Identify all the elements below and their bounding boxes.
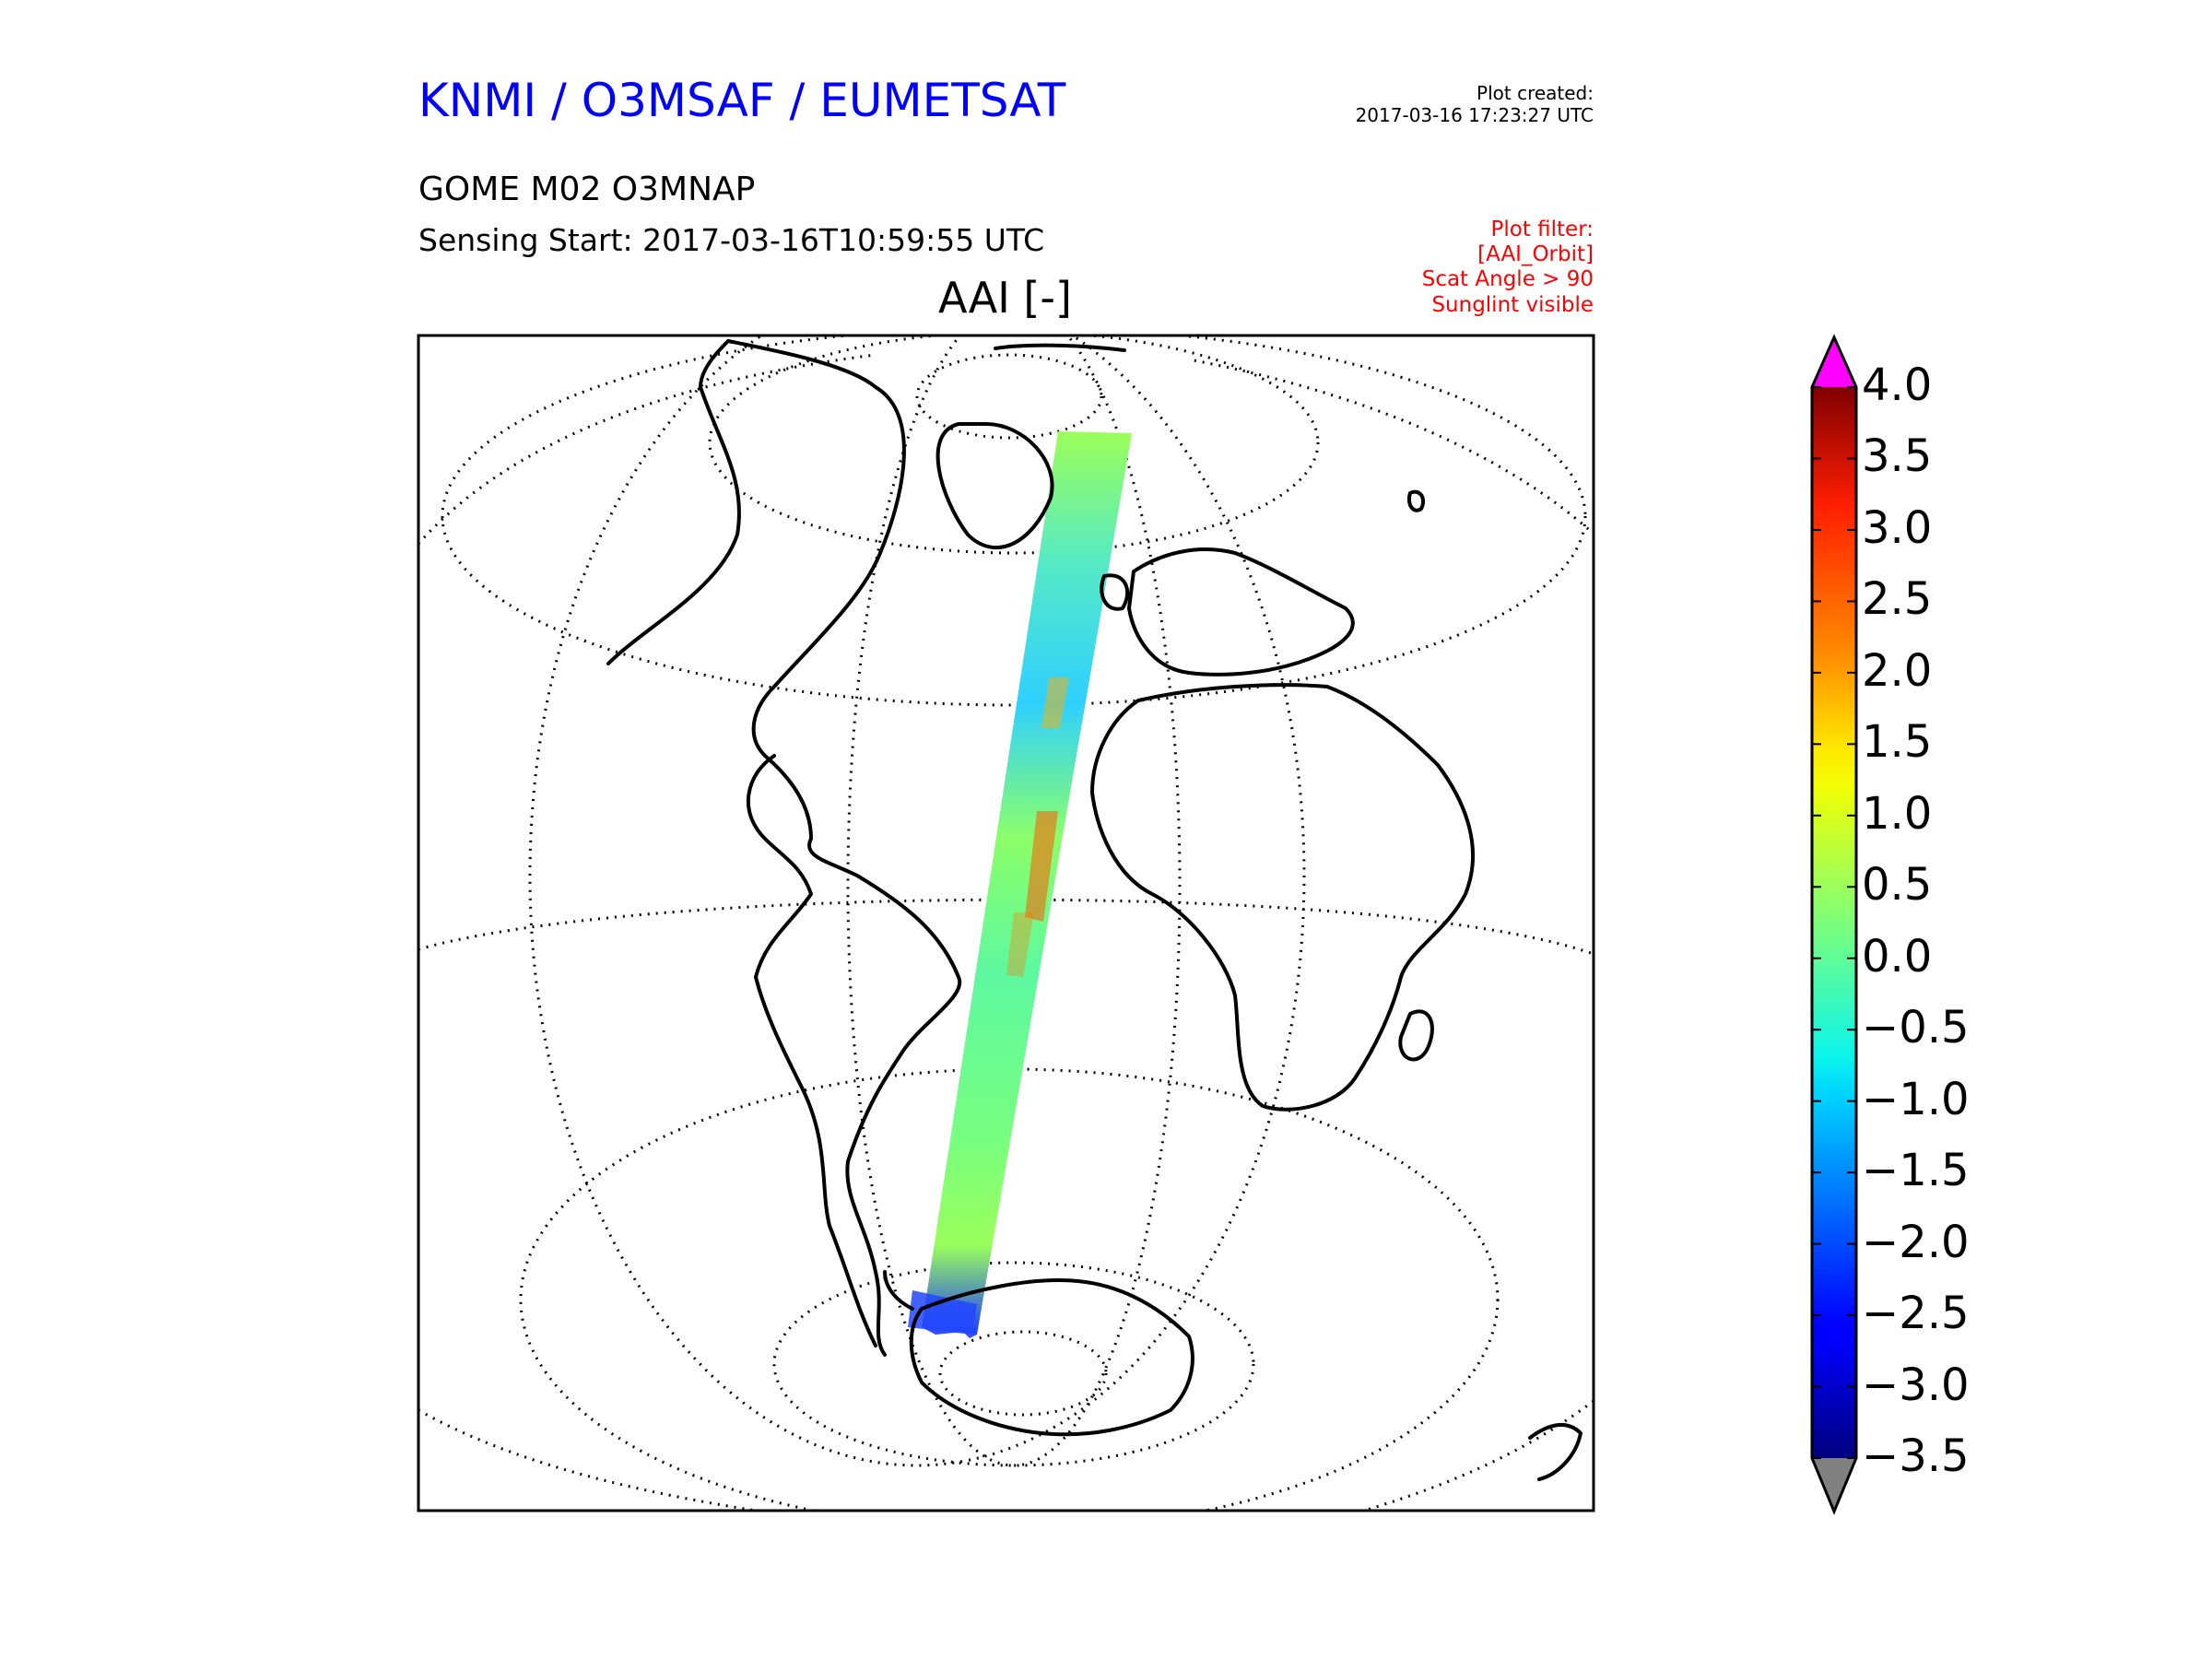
coast-australia-edge xyxy=(1528,1422,1583,1481)
product-name: GOME M02 O3MNAP xyxy=(418,171,756,208)
graticule-arc-nw xyxy=(418,353,877,545)
coast-arctic-islands xyxy=(994,343,1126,352)
graticule-lat-60n xyxy=(708,335,1320,555)
plot-title: AAI [-] xyxy=(938,273,1072,323)
map-area xyxy=(418,335,1594,1511)
swath-south-low xyxy=(908,1290,977,1335)
coast-greenland xyxy=(935,422,1054,550)
colorbar-gradient xyxy=(1812,387,1856,1458)
swath-mid-patch xyxy=(1041,677,1069,728)
coast-europe xyxy=(1127,547,1355,677)
graticule-arc-sw xyxy=(418,1408,757,1511)
graticule-south-cap xyxy=(938,1330,1108,1417)
colorbar-tick-label: 2.0 xyxy=(1862,644,1933,697)
graticule-lat-30n xyxy=(441,335,1587,707)
plot-filter-label: Plot filter: xyxy=(1490,218,1594,241)
graticule-lat-60s xyxy=(772,1261,1255,1467)
colorbar-tick-label: 3.5 xyxy=(1862,430,1933,483)
colorbar-tick-label: 3.0 xyxy=(1862,501,1933,554)
colorbar-tick-label: −3.0 xyxy=(1862,1359,1970,1411)
swath-orange-patch xyxy=(1006,912,1034,977)
colorbar-tick-label: 1.0 xyxy=(1862,787,1933,840)
coast-south-america-west xyxy=(747,754,877,1347)
plot-filter-scat-angle: Scat Angle > 90 xyxy=(1421,267,1594,291)
colorbar-tick-label: −2.0 xyxy=(1862,1216,1970,1268)
colorbar-tick-label: 2.5 xyxy=(1862,573,1933,626)
colorbar-over-extension xyxy=(1812,337,1856,387)
coast-uk xyxy=(1100,573,1130,611)
graticule-lat-30s xyxy=(519,1067,1500,1511)
swath-high-patch xyxy=(1025,811,1058,922)
colorbar-tick-label: −3.5 xyxy=(1862,1430,1970,1482)
coast-caspian xyxy=(1407,489,1426,512)
graticule-meridian-b xyxy=(846,335,1182,1467)
coast-madagascar xyxy=(1398,1009,1434,1062)
colorbar-tick-label: −1.5 xyxy=(1862,1145,1970,1197)
colorbar-tick-label: 1.5 xyxy=(1862,716,1933,769)
swath-strip xyxy=(922,431,1132,1335)
plot-filter-orbit: [AAI_Orbit] xyxy=(1477,242,1594,266)
sensing-start: Sensing Start: 2017-03-16T10:59:55 UTC xyxy=(418,222,1045,258)
coast-antarctic-peninsula xyxy=(883,1270,914,1311)
plot-created-label: Plot created: xyxy=(1477,82,1594,104)
graticule-north-cap xyxy=(915,353,1103,440)
colorbar-tick-label: −0.5 xyxy=(1862,1002,1970,1054)
graticule-meridian-a xyxy=(528,335,1306,1467)
colorbar-tick-label: −1.0 xyxy=(1862,1073,1970,1125)
colorbar-tick-label: 4.0 xyxy=(1862,359,1933,411)
aai-swath xyxy=(908,431,1132,1338)
coast-africa xyxy=(1090,683,1475,1112)
colorbar-tick-label: 0.0 xyxy=(1862,930,1933,982)
graticule-arc-se xyxy=(1363,1399,1594,1511)
map-frame xyxy=(417,334,1595,1512)
colorbar-tick-label: −2.5 xyxy=(1862,1288,1970,1340)
graticule-arc-ne xyxy=(1188,358,1594,536)
coastlines xyxy=(606,339,1583,1481)
coast-americas-east xyxy=(726,339,962,1357)
plot-filter-sunglint: Sunglint visible xyxy=(1431,293,1594,317)
coast-north-america-west xyxy=(606,339,741,665)
organization-title: KNMI / O3MSAF / EUMETSAT xyxy=(418,74,1066,127)
colorbar-tick-label: 0.5 xyxy=(1862,859,1933,912)
colorbar xyxy=(1810,334,1858,1515)
graticule-equator xyxy=(418,898,1594,956)
graticule xyxy=(418,335,1594,1511)
coast-antarctica xyxy=(909,1278,1194,1437)
colorbar-under-extension xyxy=(1812,1458,1856,1512)
plot-created-date: 2017-03-16 17:23:27 UTC xyxy=(1355,104,1594,126)
